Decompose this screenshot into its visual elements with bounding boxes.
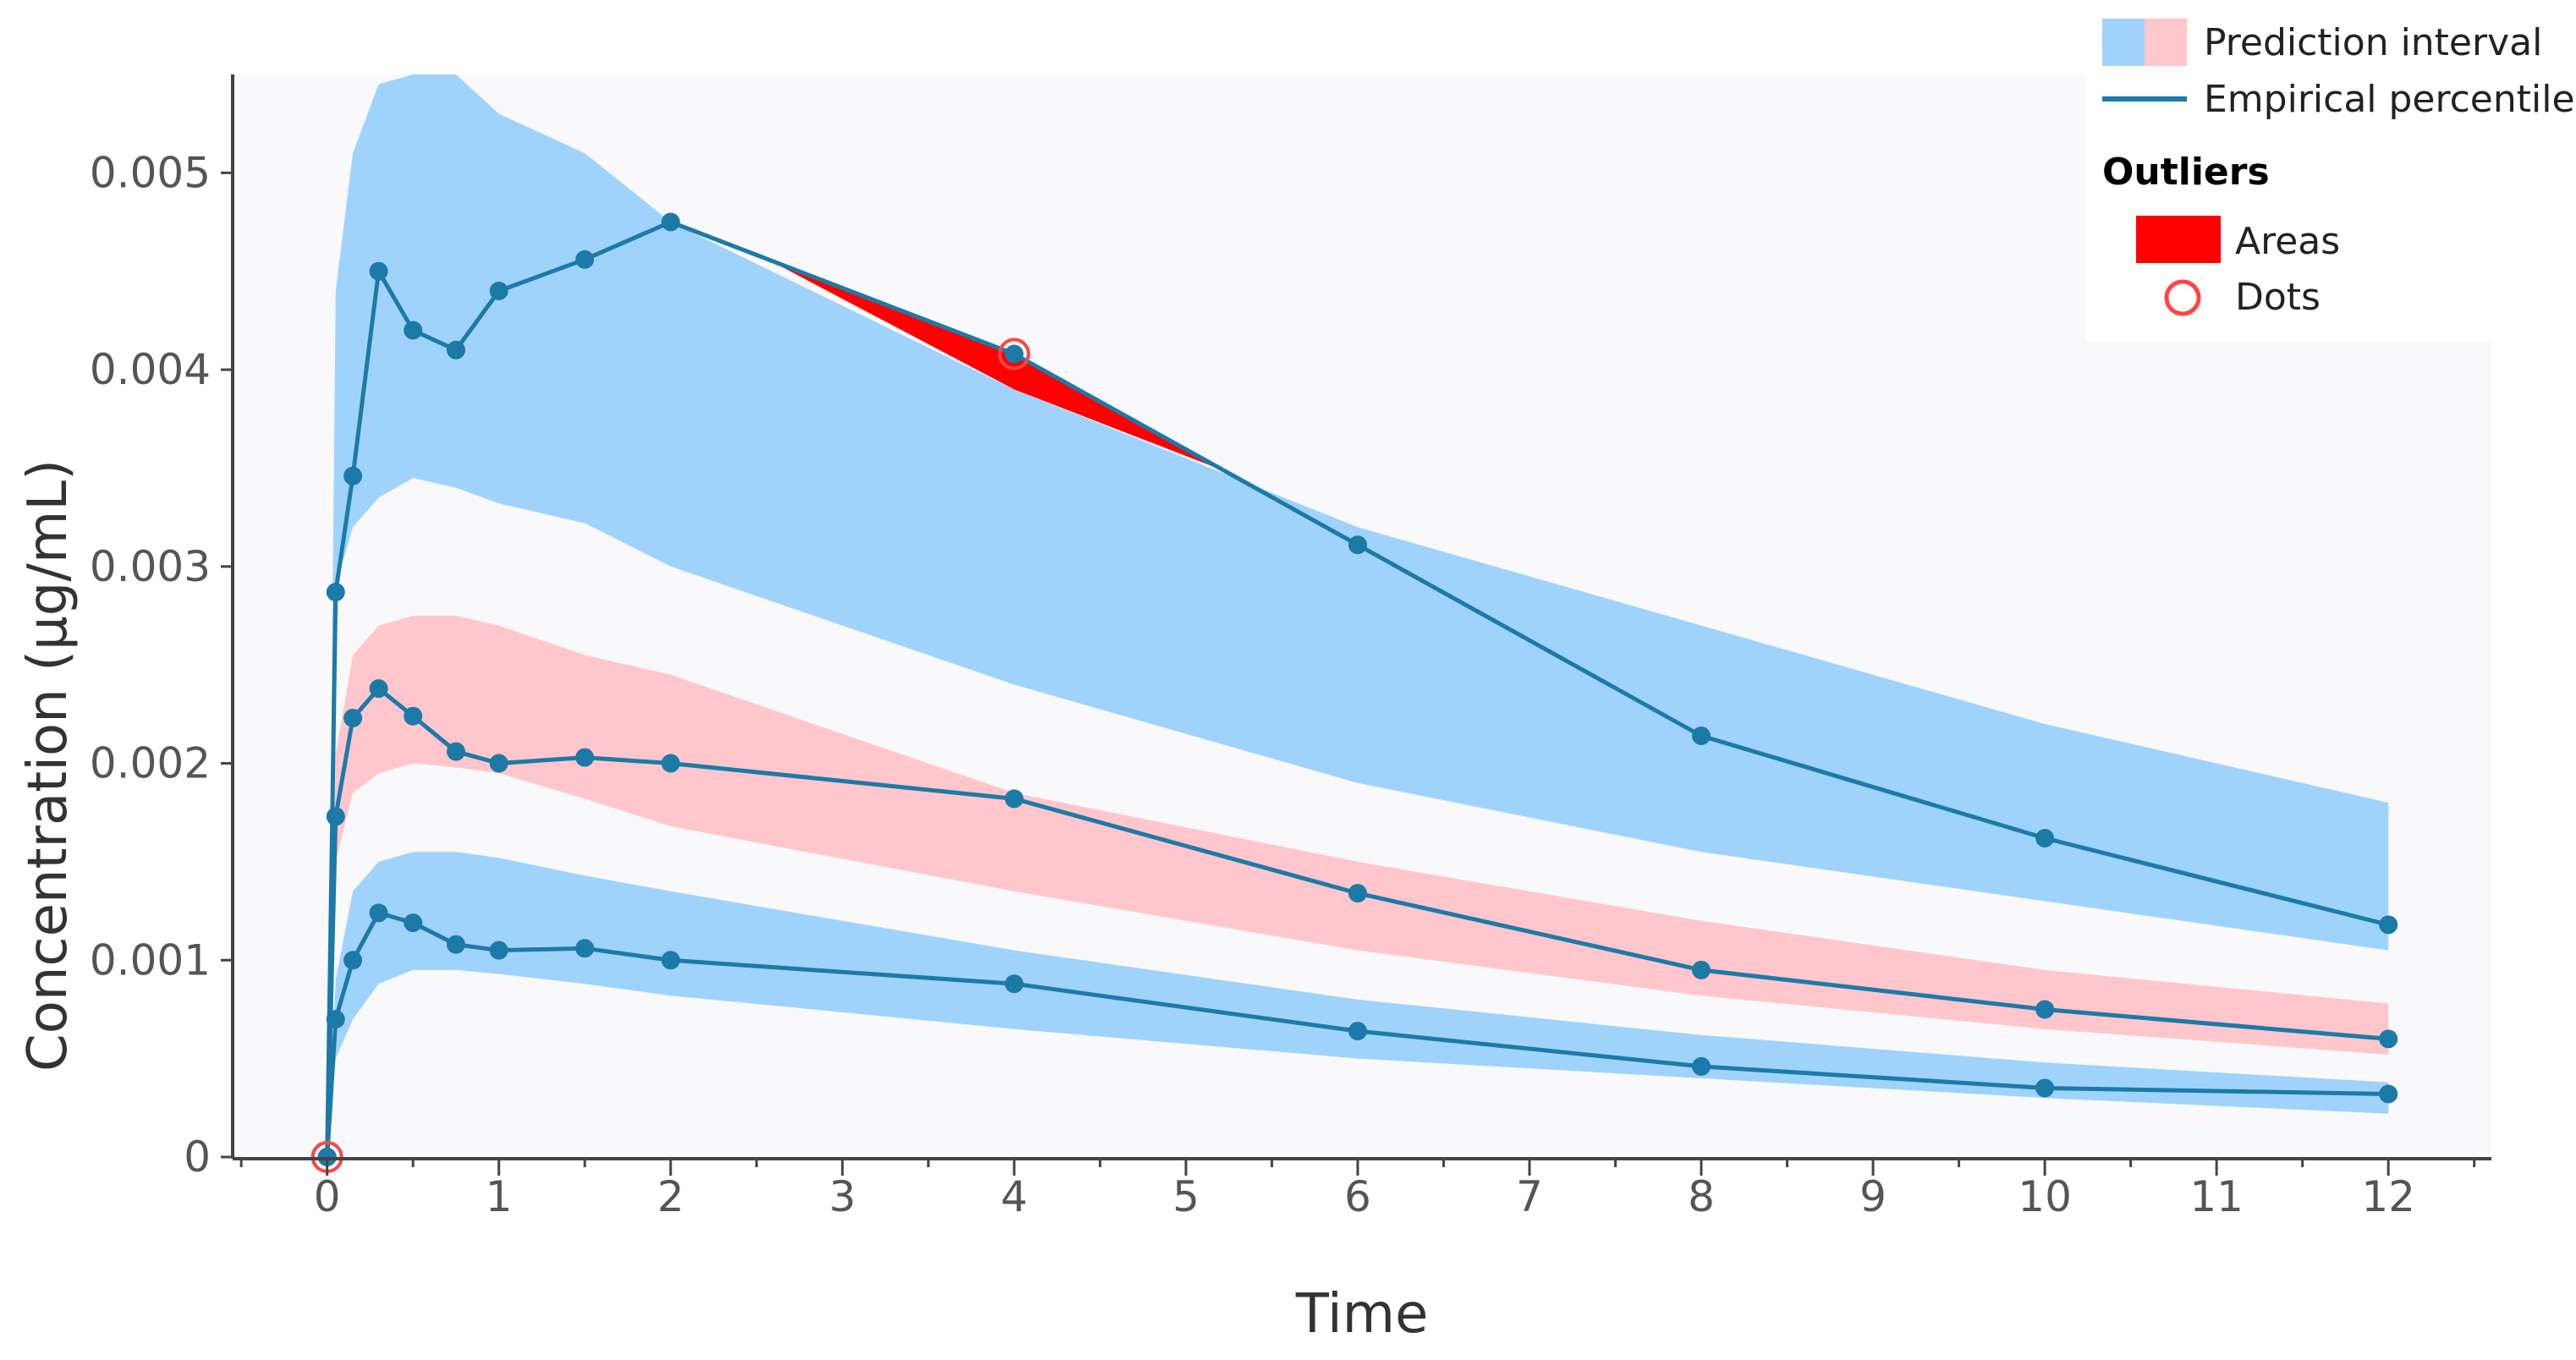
- percentile-point: [343, 951, 363, 970]
- x-tick-label: 2: [657, 1172, 684, 1221]
- y-tick-label: 0.005: [90, 148, 211, 197]
- percentile-point: [2379, 915, 2398, 935]
- percentile-point: [1004, 974, 1024, 994]
- percentile-point: [447, 340, 465, 359]
- percentile-point: [1348, 884, 1367, 903]
- percentile-point: [1692, 960, 1711, 979]
- x-tick-label: 0: [314, 1172, 341, 1221]
- percentile-point: [369, 261, 388, 281]
- percentile-point: [489, 282, 508, 300]
- percentile-point: [2035, 1078, 2055, 1098]
- x-tick-label: 9: [1859, 1172, 1887, 1221]
- x-tick-label: 3: [829, 1172, 856, 1221]
- y-axis-ticks: 0 0.001 0.002 0.003 0.004 0.005: [90, 148, 233, 1182]
- percentile-point: [2035, 1000, 2055, 1019]
- percentile-point: [661, 212, 680, 232]
- percentile-point: [2379, 1084, 2398, 1104]
- y-tick-label: 0.001: [90, 935, 211, 984]
- legend-areas-swatch: [2136, 216, 2221, 263]
- percentile-point: [1692, 1056, 1711, 1076]
- percentile-point: [404, 913, 423, 933]
- x-tick-label: 12: [2361, 1172, 2415, 1221]
- percentile-point: [575, 939, 595, 958]
- outlier-dot: [997, 337, 1030, 370]
- x-tick-label: 5: [1173, 1172, 1200, 1221]
- legend-dots-label: Dots: [2235, 276, 2321, 319]
- x-tick-label: 11: [2189, 1172, 2244, 1221]
- outlier-area: [756, 253, 1238, 476]
- empirical-percentile-points: [317, 212, 2398, 1166]
- percentile-point: [369, 903, 388, 923]
- percentile-point: [404, 321, 423, 340]
- x-axis-title: Time: [1295, 1283, 1429, 1346]
- percentile-point: [1004, 789, 1024, 809]
- percentile-point: [326, 583, 345, 602]
- percentile-point: [2379, 1029, 2398, 1049]
- x-tick-label: 1: [486, 1172, 513, 1221]
- percentile-point: [575, 748, 595, 767]
- percentile-point: [369, 679, 388, 699]
- x-tick-label: 10: [2018, 1172, 2072, 1221]
- x-tick-label: 8: [1688, 1172, 1715, 1221]
- percentile-point: [447, 935, 465, 954]
- legend: Prediction interval Empirical percentile…: [2085, 7, 2576, 341]
- percentile-point: [661, 951, 680, 970]
- percentile-point: [661, 754, 680, 773]
- percentile-point: [447, 742, 465, 761]
- legend-swatch-pink: [2145, 19, 2187, 66]
- percentile-point: [1348, 535, 1367, 555]
- legend-empirical-label: Empirical percentiles: [2204, 78, 2576, 121]
- percentile-point: [489, 940, 508, 960]
- percentile-point: [2035, 829, 2055, 847]
- x-tick-label: 7: [1516, 1172, 1543, 1221]
- percentile-point: [1348, 1022, 1367, 1041]
- y-tick-label: 0.003: [90, 542, 211, 591]
- y-tick-label: 0.004: [90, 345, 211, 394]
- outlier-areas: [756, 253, 1238, 476]
- x-tick-label: 4: [1001, 1172, 1028, 1221]
- y-tick-label: 0.002: [90, 739, 211, 788]
- percentile-point: [1692, 727, 1711, 745]
- legend-swatch-blue: [2102, 19, 2145, 66]
- prediction-band-upper: [327, 74, 2389, 1157]
- percentile-point: [575, 250, 595, 269]
- percentile-point: [326, 807, 345, 826]
- y-tick-label: 0: [184, 1132, 211, 1182]
- legend-areas-label: Areas: [2235, 220, 2340, 263]
- percentile-point: [489, 754, 508, 773]
- y-axis-title: Concentration (µg/mL): [17, 459, 80, 1072]
- legend-outliers-heading: Outliers: [2102, 151, 2270, 194]
- percentile-point: [1004, 344, 1024, 364]
- prediction-band-lower: [327, 852, 2389, 1157]
- percentile-point: [326, 1010, 345, 1029]
- percentile-point: [343, 466, 363, 485]
- percentile-point: [343, 709, 363, 727]
- percentile-point: [404, 706, 423, 726]
- percentile-line-1: [325, 220, 2389, 1158]
- legend-prediction-interval-label: Prediction interval: [2204, 21, 2542, 64]
- x-axis-ticks: 0 1 2 3 4 5 6 7 8 9 10 11 12: [239, 1159, 2476, 1221]
- legend-dots-marker: [2164, 279, 2201, 316]
- x-tick-label: 6: [1344, 1172, 1371, 1221]
